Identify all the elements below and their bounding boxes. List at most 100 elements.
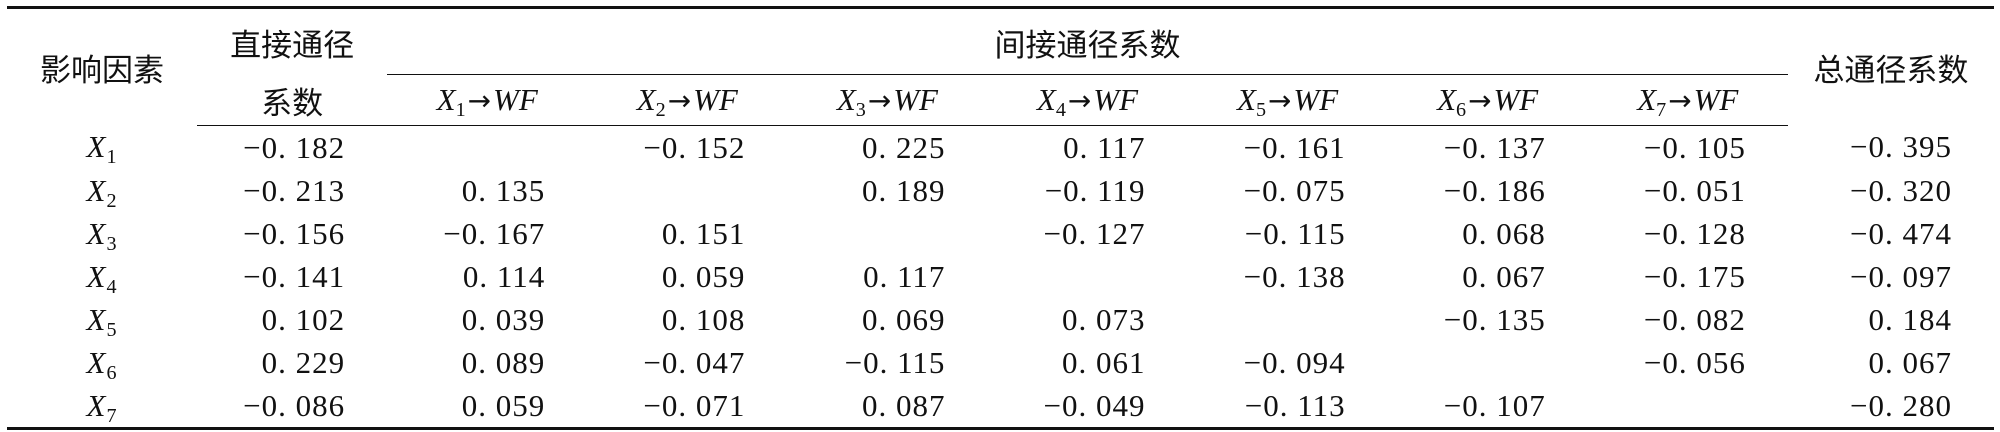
path-source-sub: 7 <box>1656 99 1667 122</box>
header-indirect-group: 间接通径系数 <box>387 6 1788 75</box>
factor-base: X <box>86 172 107 208</box>
indirect-coefficient: −0. 051 <box>1643 172 1746 208</box>
header-path-3: X3→WF <box>787 75 988 126</box>
path-coefficient-table: 影响因素 直接通径 间接通径系数 总通径系数 系数 X1→WF X2→WF X3→W… <box>7 6 1994 430</box>
path-source-sub: 5 <box>1255 99 1267 122</box>
factor-var: X5 <box>86 301 118 340</box>
factor-sub: 2 <box>106 189 118 212</box>
indirect-coefficient: 0. 189 <box>861 172 946 208</box>
direct-coefficient: −0. 182 <box>243 129 346 165</box>
indirect-coefficient: 0. 059 <box>387 384 588 430</box>
indirect-coefficient: 0. 039 <box>461 301 546 337</box>
total-coefficient: −0. 395 <box>1850 129 1952 165</box>
path-target: WF <box>1093 82 1139 117</box>
path-source-var: X6 <box>1437 82 1466 120</box>
arrow-icon: → <box>1468 84 1492 117</box>
indirect-coefficient: 0. 073 <box>1062 301 1146 337</box>
arrow-icon: → <box>1268 84 1292 117</box>
indirect-coefficient: −0. 175 <box>1643 258 1746 294</box>
direct-coefficient: −0. 141 <box>243 258 346 294</box>
indirect-coefficient: 0. 089 <box>461 344 546 380</box>
indirect-coefficient: 0. 108 <box>661 301 746 337</box>
path-source-sub: 3 <box>855 99 866 122</box>
factor-var: X6 <box>87 345 118 383</box>
factor-base: X <box>86 129 107 165</box>
indirect-coefficient: −0. 056 <box>1643 344 1746 380</box>
direct-coefficient: 0. 229 <box>261 344 346 380</box>
indirect-coefficient: 0. 069 <box>861 301 946 337</box>
indirect-coefficient <box>1188 298 1388 341</box>
path-source-base: X <box>836 82 856 117</box>
path-target: WF <box>693 82 738 117</box>
indirect-coefficient: 0. 225 <box>861 129 946 165</box>
header-path-7: X7→WF <box>1587 75 1788 126</box>
total-coefficient: −0. 474 <box>1850 215 1952 251</box>
indirect-coefficient: −0. 075 <box>1243 172 1346 208</box>
indirect-coefficient: −0. 152 <box>643 129 746 165</box>
table-header: 影响因素 直接通径 间接通径系数 总通径系数 系数 X1→WF X2→WF X3→W… <box>7 6 1994 126</box>
table-row: X7 −0. 086 0. 059 −0. 071 0. 087 −0. 049 −0. 1… <box>7 384 1994 430</box>
indirect-coefficient: 0. 061 <box>1062 344 1146 380</box>
header-factor: 影响因素 <box>7 6 198 126</box>
row-factor: X1 <box>7 126 197 170</box>
indirect-coefficient: −0. 107 <box>1387 384 1588 430</box>
indirect-coefficient: −0. 113 <box>1187 384 1388 430</box>
indirect-coefficient <box>787 212 987 255</box>
row-factor: X2 <box>7 169 197 212</box>
header-path-4: X4→WF <box>987 75 1188 126</box>
table-row: X5 0. 102 0. 039 0. 108 0. 069 0. 073 −0. 135 −… <box>7 298 1994 341</box>
indirect-coefficient: −0. 105 <box>1643 129 1746 165</box>
table-row: X4 −0. 141 0. 114 0. 059 0. 117 −0. 138 0. 067… <box>7 255 1994 298</box>
path-target: WF <box>1493 82 1539 117</box>
factor-base: X <box>86 301 107 337</box>
indirect-coefficient: −0. 128 <box>1643 215 1746 251</box>
indirect-coefficient: −0. 186 <box>1443 172 1546 208</box>
path-source-var: X3 <box>836 82 866 120</box>
header-path-1: X1→WF <box>387 75 588 126</box>
direct-coefficient: −0. 213 <box>243 172 346 208</box>
indirect-coefficient: −0. 071 <box>587 384 788 430</box>
path-source-sub: 2 <box>655 99 666 122</box>
path-source-sub: 6 <box>1456 99 1467 122</box>
table-row: X3 −0. 156 −0. 167 0. 151 −0. 127 −0. 115 0. 0… <box>7 212 1994 255</box>
row-factor: X7 <box>7 384 198 430</box>
indirect-coefficient: −0. 161 <box>1243 129 1346 165</box>
indirect-coefficient <box>587 169 787 212</box>
header-direct-line2: 系数 <box>197 75 388 126</box>
indirect-coefficient: 0. 117 <box>1063 129 1146 165</box>
header-direct-line1: 直接通径 <box>197 6 388 75</box>
factor-base: X <box>86 215 107 251</box>
indirect-coefficient: −0. 094 <box>1243 344 1346 380</box>
indirect-coefficient <box>1587 384 1788 430</box>
arrow-icon: → <box>467 84 492 117</box>
indirect-coefficient: 0. 135 <box>461 172 546 208</box>
factor-base: X <box>86 387 107 423</box>
direct-coefficient: 0. 102 <box>261 301 346 337</box>
path-target: WF <box>1293 82 1339 117</box>
indirect-coefficient: −0. 047 <box>643 344 746 380</box>
arrow-icon: → <box>867 84 892 117</box>
path-source-base: X <box>1437 82 1457 117</box>
indirect-coefficient: −0. 137 <box>1443 129 1546 165</box>
indirect-coefficient: 0. 114 <box>462 258 546 294</box>
factor-var: X1 <box>86 129 118 167</box>
factor-var: X4 <box>87 259 118 297</box>
indirect-coefficient <box>987 255 1187 298</box>
header-path-5: X5→WF <box>1187 75 1388 126</box>
table-body: X1 −0. 182 −0. 152 0. 225 0. 117 −0. 161 −0. 1… <box>7 126 1994 430</box>
table-row: X6 0. 229 0. 089 −0. 047 −0. 115 0. 061 −0. 09… <box>7 341 1994 384</box>
table-row: X1 −0. 182 −0. 152 0. 225 0. 117 −0. 161 −0. 1… <box>7 126 1994 170</box>
path-source-var: X4 <box>1037 82 1066 120</box>
total-coefficient: −0. 097 <box>1850 258 1952 294</box>
total-coefficient: −0. 280 <box>1787 384 1994 430</box>
indirect-coefficient: −0. 167 <box>443 215 546 251</box>
indirect-coefficient: 0. 117 <box>863 258 946 294</box>
indirect-coefficient: −0. 119 <box>1044 172 1146 208</box>
factor-var: X2 <box>86 172 118 211</box>
factor-sub: 5 <box>106 318 118 341</box>
factor-var: X7 <box>86 387 118 426</box>
arrow-icon: → <box>1668 84 1692 117</box>
indirect-coefficient: −0. 115 <box>844 344 946 380</box>
path-source-sub: 4 <box>1055 99 1066 122</box>
